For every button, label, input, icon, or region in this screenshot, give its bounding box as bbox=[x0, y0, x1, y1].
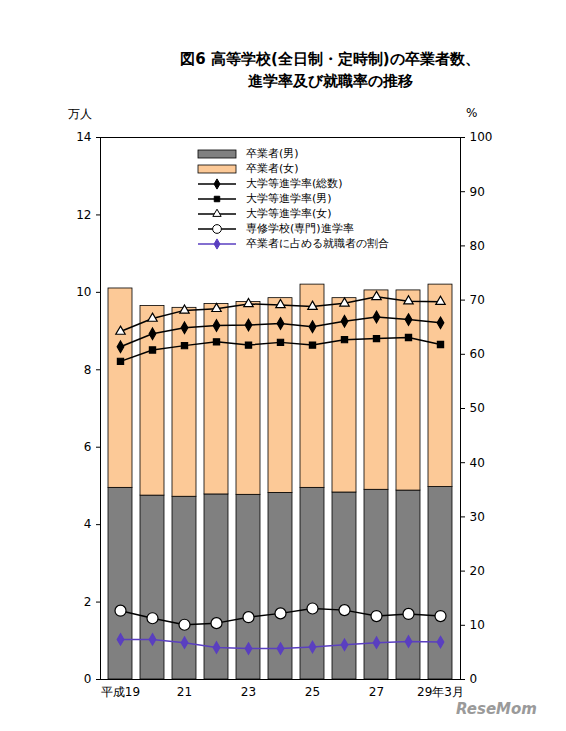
svg-text:90: 90 bbox=[470, 185, 485, 199]
svg-text:80: 80 bbox=[470, 239, 485, 253]
svg-text:27: 27 bbox=[369, 685, 384, 699]
html-text:卒業者(男): 卒業者(男) bbox=[246, 147, 299, 160]
svg-text:100: 100 bbox=[470, 130, 493, 144]
svg-text:50: 50 bbox=[470, 401, 485, 415]
svg-text:30: 30 bbox=[470, 510, 485, 524]
svg-text:40: 40 bbox=[470, 456, 485, 470]
html-text:大学等進学率(総数): 大学等進学率(総数) bbox=[246, 177, 343, 190]
svg-text:12: 12 bbox=[76, 208, 91, 222]
html-text:卒業者に占める就職者の割合: 卒業者に占める就職者の割合 bbox=[246, 237, 389, 250]
svg-text:10: 10 bbox=[76, 285, 91, 299]
svg-text:0: 0 bbox=[470, 672, 478, 686]
svg-text:21: 21 bbox=[177, 685, 192, 699]
svg-text:29年3月: 29年3月 bbox=[417, 685, 464, 699]
svg-text:25: 25 bbox=[305, 685, 320, 699]
html-text:専修学校(専門)進学率: 専修学校(専門)進学率 bbox=[246, 222, 354, 235]
html-text:大学等進学率(男): 大学等進学率(男) bbox=[246, 192, 332, 205]
html-text:万人: 万人 bbox=[68, 107, 92, 121]
svg-text:60: 60 bbox=[470, 347, 485, 361]
svg-text:70: 70 bbox=[470, 293, 485, 307]
svg-text:平成19: 平成19 bbox=[101, 685, 140, 699]
html-text:卒業者(女): 卒業者(女) bbox=[246, 162, 299, 175]
svg-text:2: 2 bbox=[84, 595, 92, 609]
html-text:ReseMom: ReseMom bbox=[456, 700, 537, 718]
svg-text:0: 0 bbox=[84, 672, 92, 686]
svg-text:6: 6 bbox=[84, 440, 92, 454]
svg-text:14: 14 bbox=[76, 130, 91, 144]
svg-text:20: 20 bbox=[470, 564, 485, 578]
svg-text:4: 4 bbox=[84, 517, 92, 531]
svg-text:23: 23 bbox=[241, 685, 256, 699]
html-text:大学等進学率(女): 大学等進学率(女) bbox=[246, 207, 332, 220]
svg-text:10: 10 bbox=[470, 618, 485, 632]
html-text:図6 高等学校(全日制・定時制)の卒業者数、 進学率及び就職: 図6 高等学校(全日制・定時制)の卒業者数、 進学率及び就職率の推移 bbox=[180, 50, 480, 90]
svg-text:8: 8 bbox=[84, 363, 92, 377]
